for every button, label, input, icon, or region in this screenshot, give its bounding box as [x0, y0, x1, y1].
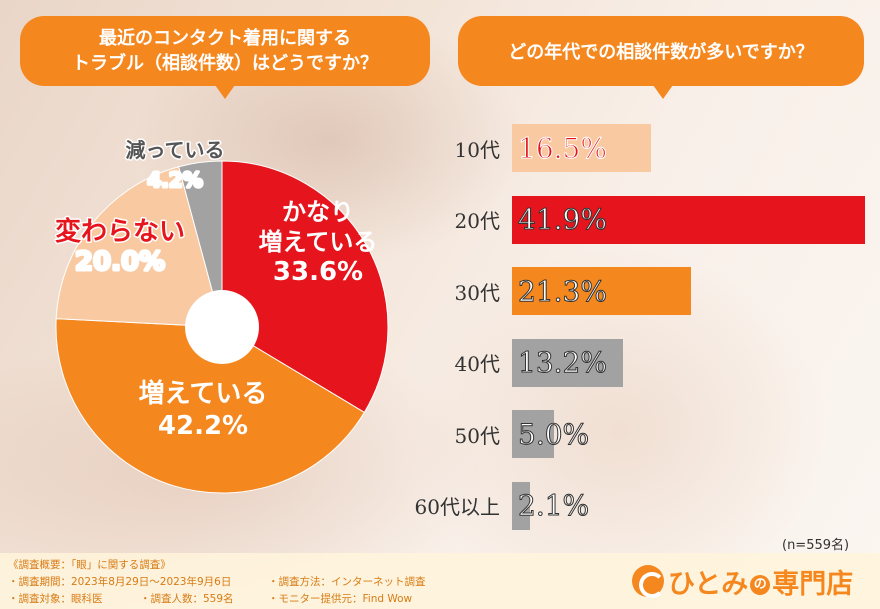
pie-slice-decreased	[178, 160, 223, 328]
pie-center-hole	[185, 290, 259, 364]
bar-category-30s: 30代	[454, 280, 500, 305]
bar-question-bubble: どの年代での相談件数が多いですか？	[458, 16, 864, 99]
footer-monitor: ・モニター提供元：Find Wow	[268, 593, 413, 605]
pie-question-line2: トラブル（相談件数）はどうですか？	[72, 53, 378, 74]
pie-question-line1: 最近のコンタクト着用に関する	[99, 27, 351, 49]
bar-value-30s: 21.3%	[518, 274, 608, 308]
bar-60s-plus	[512, 481, 530, 530]
pie-value-increased: 42.2%	[158, 411, 248, 441]
footer-target: ・調査対象：眼科医	[8, 593, 103, 605]
pie-question-bubble: 最近のコンタクト着用に関する トラブル（相談件数）はどうですか？	[20, 16, 430, 99]
logo-text-part3: 専門店	[772, 568, 854, 600]
pie-label-much-increased: 増えている	[259, 228, 378, 256]
logo-text-part1: ひとみ	[668, 568, 749, 600]
footer-method: ・調査方法：インターネット調査	[268, 576, 426, 588]
bar-value-40s: 13.2%	[518, 346, 608, 380]
logo-no-badge: の	[750, 575, 771, 595]
bar-category-50s: 50代	[454, 423, 500, 448]
survey-footer: 《調査概要：「眼」に関する調査》 ・調査期間：2023年8月29日〜2023年9…	[0, 553, 880, 609]
bar-category-40s: 40代	[454, 352, 500, 376]
pie-label-increased: 増えている	[139, 379, 268, 409]
pie-slice-unchanged	[55, 166, 223, 328]
pie-slice-increased	[55, 318, 366, 494]
brand-logo: ひとみの専門店	[632, 561, 853, 601]
logo-mark-icon	[632, 565, 665, 598]
bar-20s	[512, 195, 865, 244]
bar-10s	[512, 124, 651, 172]
pie-value-decreased: 4.2%	[147, 168, 202, 192]
bar-category-60s-plus: 60代以上	[414, 495, 500, 519]
bar-value-10s: 16.5%	[518, 131, 608, 165]
bar-question-text: どの年代での相談件数が多いですか？	[508, 42, 814, 63]
logo-text: ひとみの専門店	[668, 562, 853, 601]
bar-value-60s-plus: 2.1%	[517, 489, 590, 523]
bar-50s	[512, 410, 555, 458]
pie-slice-much-increased	[221, 160, 389, 414]
bar-category-10s: 10代	[454, 137, 500, 162]
pie-label-decreased: 減っている	[126, 138, 225, 162]
footer-period: ・調査期間：2023年8月29日〜2023年9月6日	[8, 576, 232, 588]
footer-title: 《調査概要：「眼」に関する調査》	[8, 559, 171, 571]
bar-value-20s: 41.9%	[518, 203, 608, 237]
bar-value-50s: 5.0%	[517, 417, 590, 451]
pie-value-much-increased: 33.6%	[273, 257, 363, 287]
bar-40s	[512, 338, 624, 387]
pie-value-unchanged: 20.0%	[75, 247, 165, 277]
footer-count: ・調査人数：559名	[140, 593, 234, 605]
pie-label-much-increased: かなり	[282, 198, 354, 226]
bar-category-20s: 20代	[454, 209, 500, 233]
bar-30s	[512, 267, 692, 315]
pie-label-unchanged: 変わらない	[55, 216, 185, 247]
sample-size-note: (n=559名)	[782, 538, 850, 553]
